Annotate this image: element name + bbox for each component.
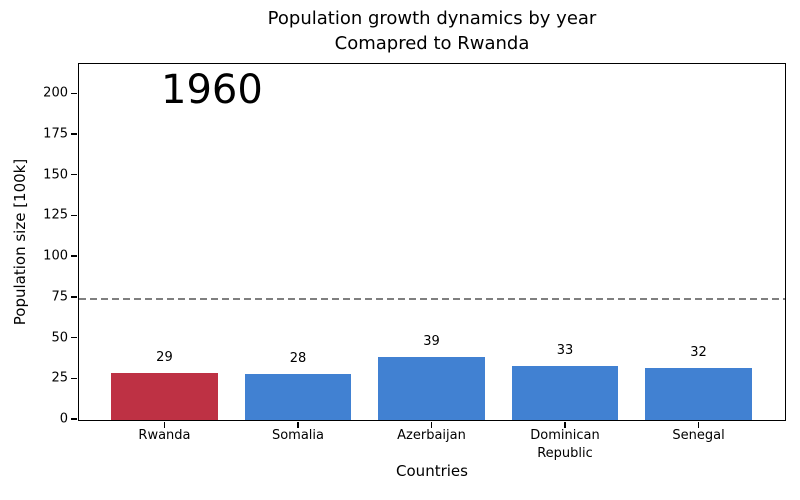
x-tick-mark <box>163 422 166 428</box>
y-tick-label: 75 <box>51 289 68 305</box>
y-tick-label: 175 <box>43 126 68 142</box>
bar-value-label: 39 <box>423 333 440 349</box>
bar-dominican <box>511 366 619 420</box>
bar-rwanda <box>111 372 218 420</box>
y-tick-label: 150 <box>43 167 68 183</box>
y-tick-label: 50 <box>51 330 68 346</box>
plot-area: 1960 0 25 50 75 100 125 150 175 200 29 Rwanda 28 Som… <box>43 63 786 461</box>
bar-value-label: 29 <box>156 349 173 365</box>
bar-senegal <box>645 367 752 420</box>
chart-title-line2: Comapred to Rwanda <box>334 33 530 54</box>
y-tick-label: 25 <box>51 370 68 386</box>
x-tick-label: Senegal <box>672 428 725 443</box>
x-tick-label: Rwanda <box>138 428 191 443</box>
year-annotation: 1960 <box>161 67 263 113</box>
y-tick-label: 0 <box>59 411 68 427</box>
y-tick-label: 200 <box>43 85 68 101</box>
y-tick-mark <box>71 296 77 298</box>
y-tick-mark <box>71 133 77 135</box>
reference-line <box>79 298 785 301</box>
y-tick-mark <box>71 255 77 257</box>
y-tick-label: 125 <box>43 207 68 223</box>
x-tick-mark <box>430 422 433 428</box>
x-tick-mark <box>297 422 299 428</box>
bar-somalia <box>244 374 352 420</box>
x-tick-label: Dominican Republic <box>530 428 600 461</box>
y-tick-mark <box>71 92 77 95</box>
bar-value-label: 32 <box>690 344 707 360</box>
y-tick-mark <box>71 214 77 217</box>
x-tick-label: Somalia <box>271 428 324 443</box>
x-tick-mark <box>564 422 566 428</box>
x-axis-label: Countries <box>396 462 468 480</box>
y-tick-mark <box>71 173 77 176</box>
chart-title-line1: Population growth dynamics by year <box>267 8 597 29</box>
y-tick-mark <box>71 377 77 380</box>
y-tick-label: 100 <box>43 248 68 264</box>
x-tick-label: Azerbaijan <box>397 428 466 443</box>
y-axis-label: Population size [100k] <box>11 158 29 326</box>
chart-title: Population growth dynamics by year Comap… <box>78 6 786 56</box>
bar-value-label: 33 <box>556 343 574 359</box>
y-tick-mark <box>71 336 77 339</box>
bar-azerbaijan <box>378 356 485 420</box>
bar-value-label: 28 <box>289 351 307 367</box>
x-tick-mark <box>697 422 700 428</box>
y-tick-mark <box>71 418 77 420</box>
